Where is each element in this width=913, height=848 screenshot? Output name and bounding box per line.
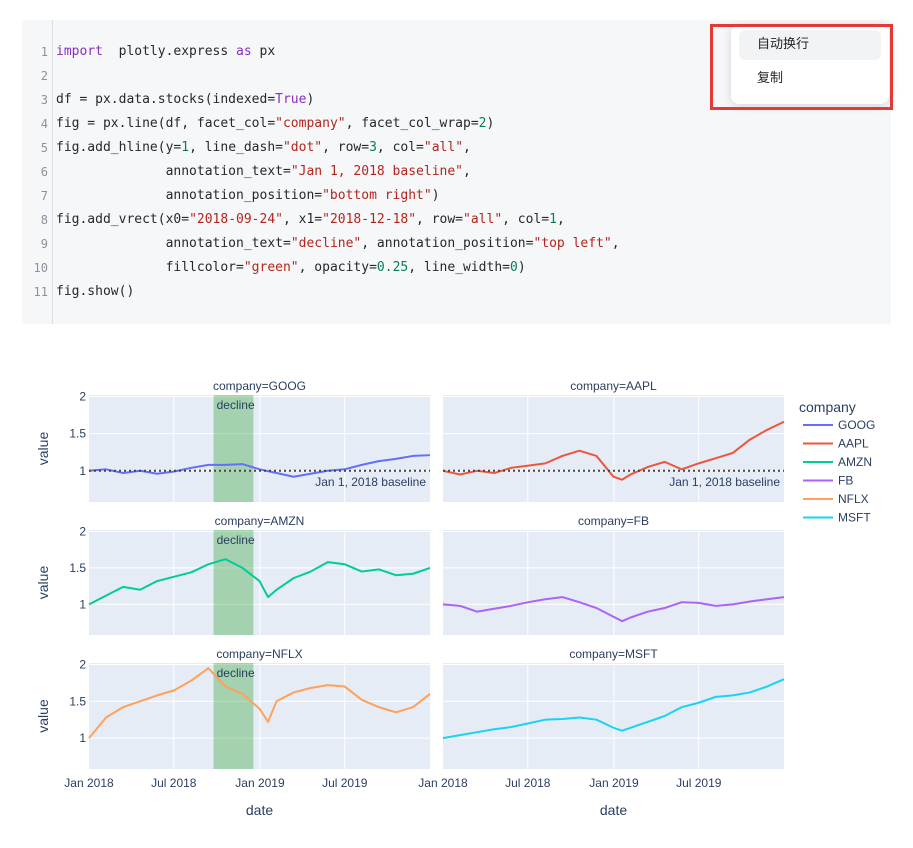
code-line: 5 fig.add_hline(y=1, line_dash="dot", row… — [22, 136, 891, 160]
code-text: annotation_text="decline", annotation_po… — [56, 236, 620, 251]
facet-line-chart: company=GOOG decline Jan 1, 2018 baseline 1… — [35, 379, 875, 818]
x-tick-label: Jul 2018 — [505, 776, 551, 790]
code-text: fillcolor="green", opacity=0.25, line_wi… — [56, 260, 526, 275]
code-text: annotation_text="Jan 1, 2018 baseline", — [56, 164, 471, 179]
x-tick-label: Jan 2019 — [589, 776, 639, 790]
x-tick-label: Jan 2019 — [235, 776, 285, 790]
facet-title: company=AMZN — [215, 514, 305, 528]
line-number: 9 — [40, 237, 48, 251]
line-number: 1 — [40, 45, 48, 59]
code-line: 9 annotation_text="decline", annotation_… — [22, 232, 891, 256]
decline-annotation: decline — [217, 533, 255, 547]
y-tick-label: 1.5 — [69, 561, 86, 575]
x-tick-label: Jul 2019 — [676, 776, 722, 790]
baseline-annotation: Jan 1, 2018 baseline — [315, 475, 426, 489]
y-tick-label: 1.5 — [69, 427, 86, 441]
code-line: 1 import plotly.express as px — [22, 40, 891, 64]
decline-region — [213, 395, 254, 502]
series-line-aapl — [442, 420, 785, 481]
code-text: fig.show() — [56, 284, 135, 299]
code-line: 7 annotation_position="bottom right") — [22, 184, 891, 208]
x-tick-label: Jan 2018 — [418, 776, 468, 790]
y-tick-label: 1 — [79, 731, 86, 745]
x-axis-title: date — [600, 802, 627, 818]
code-text: fig.add_hline(y=1, line_dash="dot", row=… — [56, 140, 471, 155]
legend-label-fb: FB — [838, 474, 853, 488]
context-menu: 自动换行 复制 — [731, 24, 889, 104]
wrap-menu-item[interactable]: 自动换行 — [739, 30, 881, 60]
y-axis-title: value — [35, 699, 51, 733]
x-tick-label: Jul 2018 — [151, 776, 197, 790]
code-line: 3 df = px.data.stocks(indexed=True) — [22, 88, 891, 112]
series-line-amzn — [88, 558, 431, 606]
line-number: 6 — [40, 165, 48, 179]
code-text: df = px.data.stocks(indexed=True) — [56, 92, 315, 107]
line-number: 11 — [33, 285, 48, 299]
x-axis-title: date — [246, 802, 273, 818]
x-tick-label: Jul 2019 — [322, 776, 368, 790]
series-line-fb — [442, 596, 785, 623]
legend-label-amzn: AMZN — [838, 455, 872, 469]
legend-label-goog: GOOG — [838, 418, 875, 432]
y-axis-title: value — [35, 432, 51, 466]
y-tick-label: 2 — [79, 524, 86, 538]
code-line: 2 — [22, 64, 891, 88]
legend-label-nflx: NFLX — [838, 492, 869, 506]
series-line-nflx — [88, 667, 431, 739]
line-number: 5 — [40, 141, 48, 155]
facet-title: company=MSFT — [569, 647, 658, 661]
code-text: import plotly.express as px — [56, 44, 276, 59]
code-line: 4 fig = px.line(df, facet_col="company", … — [22, 112, 891, 136]
legend-title: company — [799, 399, 856, 415]
line-number: 8 — [40, 213, 48, 227]
facet-title: company=NFLX — [216, 647, 302, 661]
line-number: 3 — [40, 93, 48, 107]
y-tick-label: 2 — [79, 389, 86, 403]
y-axis-title: value — [35, 566, 51, 600]
code-line: 11 fig.show() — [22, 280, 891, 304]
facet-title: company=AAPL — [570, 379, 657, 393]
code-line: 6 annotation_text="Jan 1, 2018 baseline"… — [22, 160, 891, 184]
x-tick-label: Jan 2018 — [64, 776, 114, 790]
code-text: annotation_position="bottom right") — [56, 188, 440, 203]
y-tick-label: 1.5 — [69, 694, 86, 708]
line-number: 4 — [40, 117, 48, 131]
y-tick-label: 1 — [79, 597, 86, 611]
code-line: 10 fillcolor="green", opacity=0.25, line… — [22, 256, 891, 280]
code-text: fig = px.line(df, facet_col="company", f… — [56, 116, 495, 131]
baseline-annotation: Jan 1, 2018 baseline — [669, 475, 780, 489]
decline-annotation: decline — [217, 666, 255, 680]
y-tick-label: 2 — [79, 657, 86, 671]
code-line: 8 fig.add_vrect(x0="2018-09-24", x1="2018… — [22, 208, 891, 232]
y-tick-label: 1 — [79, 464, 86, 478]
line-number: 10 — [33, 261, 48, 275]
legend-label-aapl: AAPL — [838, 437, 869, 451]
line-number: 2 — [40, 69, 48, 83]
line-number-gutter — [22, 20, 53, 324]
decline-annotation: decline — [217, 398, 255, 412]
code-text: fig.add_vrect(x0="2018-09-24", x1="2018-… — [56, 212, 565, 227]
facet-title: company=GOOG — [213, 379, 306, 393]
series-line-msft — [442, 678, 785, 740]
legend-label-msft: MSFT — [838, 511, 871, 525]
facet-title: company=FB — [578, 514, 649, 528]
decline-region — [213, 530, 254, 635]
line-number: 7 — [40, 189, 48, 203]
copy-menu-item[interactable]: 复制 — [757, 71, 784, 86]
